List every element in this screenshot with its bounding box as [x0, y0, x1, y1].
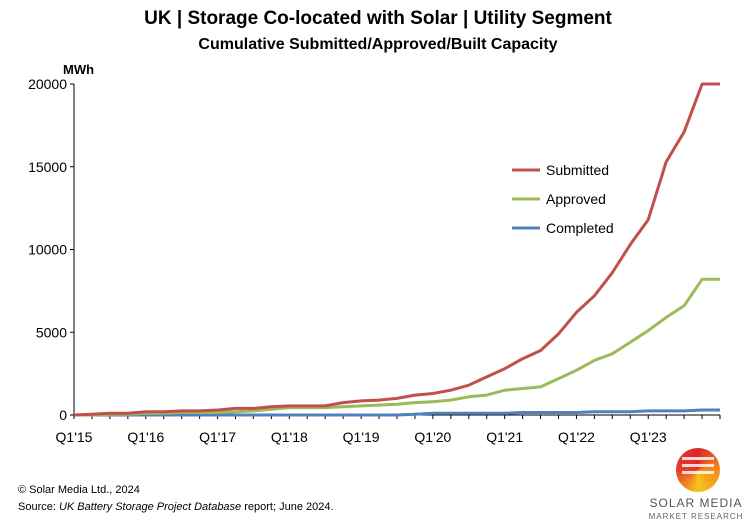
source-title: UK Battery Storage Project Database	[58, 501, 242, 513]
legend: Submitted Approved Completed	[512, 162, 614, 236]
source-suffix: report; June 2024.	[241, 501, 334, 513]
logo-globe-icon	[676, 448, 720, 492]
x-tick-label: Q1'23	[630, 429, 667, 445]
chart-title: UK | Storage Co-located with Solar | Uti…	[144, 8, 612, 29]
x-tick-label: Q1'15	[56, 429, 93, 445]
series-line-completed	[74, 408, 720, 417]
y-tick-label: 10000	[28, 242, 67, 258]
source-text: Source: UK Battery Storage Project Datab…	[18, 501, 334, 513]
x-tick-label: Q1'19	[343, 429, 380, 445]
x-tick-label: Q1'21	[486, 429, 523, 445]
y-tick-label: 5000	[36, 324, 67, 340]
y-tick-label: 0	[59, 407, 67, 423]
series-lines	[73, 82, 720, 417]
series-line-submitted	[73, 82, 720, 417]
logo-name: SOLAR MEDIA	[649, 496, 743, 510]
x-tick-label: Q1'16	[127, 429, 164, 445]
source-prefix: Source:	[18, 501, 59, 513]
chart-subtitle: Cumulative Submitted/Approved/Built Capa…	[198, 36, 558, 53]
copyright-text: © Solar Media Ltd., 2024	[18, 484, 140, 496]
y-axis-label: MWh	[63, 62, 94, 77]
solar-media-logo: SOLAR MEDIA MARKET RESEARCH	[640, 448, 752, 526]
x-axis: Q1'15 Q1'16 Q1'17 Q1'18 Q1'19 Q1'20 Q1'21 Q1'22…	[56, 414, 721, 445]
x-tick-label: Q1'18	[271, 429, 308, 445]
logo-tagline: MARKET RESEARCH	[648, 512, 744, 521]
legend-label-completed: Completed	[546, 220, 614, 236]
legend-label-approved: Approved	[546, 191, 606, 207]
series-line-approved	[74, 277, 720, 417]
x-tick-label: Q1'22	[558, 429, 595, 445]
y-tick-label: 15000	[28, 159, 67, 175]
y-tick-label: 20000	[28, 76, 67, 92]
x-tick-label: Q1'17	[199, 429, 236, 445]
x-tick-label: Q1'20	[414, 429, 451, 445]
y-axis: 0 5000 10000 15000 20000	[28, 76, 75, 423]
legend-label-submitted: Submitted	[546, 162, 609, 178]
